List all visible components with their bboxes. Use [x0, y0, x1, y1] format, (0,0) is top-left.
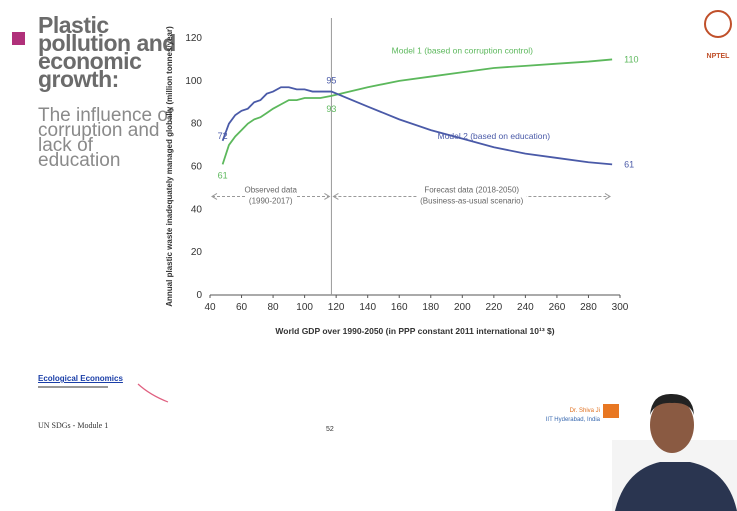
y-axis-label: Annual plastic waste inadequately manage… — [165, 26, 174, 307]
x-tick-label: 240 — [517, 302, 534, 313]
region-label: Forecast data (2018-2050) — [424, 185, 519, 194]
x-tick-label: 100 — [296, 302, 313, 313]
data-label: 61 — [624, 159, 634, 169]
slide: {"slide": {"title": "Plastic pollution a… — [0, 0, 737, 511]
y-tick-label: 20 — [191, 247, 203, 258]
y-tick-label: 100 — [185, 76, 202, 87]
y-tick-label: 80 — [191, 119, 203, 130]
x-tick-label: 260 — [549, 302, 566, 313]
series-label: Model 1 (based on corruption control) — [392, 45, 533, 55]
x-tick-label: 140 — [359, 302, 376, 313]
data-label: 72 — [218, 131, 228, 141]
x-tick-label: 220 — [486, 302, 503, 313]
x-tick-label: 80 — [268, 302, 280, 313]
series-line — [223, 59, 612, 164]
x-tick-label: 60 — [236, 302, 248, 313]
data-label: 93 — [326, 104, 336, 114]
x-tick-label: 200 — [454, 302, 471, 313]
x-axis-label: World GDP over 1990-2050 (in PPP constan… — [275, 326, 554, 336]
region-label: (1990-2017) — [249, 196, 293, 205]
nptel-logo — [705, 11, 731, 37]
y-tick-label: 0 — [196, 290, 202, 301]
x-tick-label: 120 — [328, 302, 345, 313]
y-tick-label: 40 — [191, 204, 203, 215]
x-tick-label: 40 — [204, 302, 216, 313]
data-label: 95 — [326, 76, 336, 86]
presenter-video — [612, 394, 737, 511]
y-tick-label: 60 — [191, 162, 203, 173]
series-line — [223, 87, 612, 164]
data-label: 110 — [624, 54, 638, 64]
chart: NPTEL 0 20 40 60 80 100 120 40 60 80 100 120 140 160 1… — [0, 0, 737, 511]
pointer-arrow — [138, 384, 168, 402]
x-tick-label: 160 — [391, 302, 408, 313]
x-tick-label: 300 — [612, 302, 629, 313]
y-tick-label: 120 — [185, 33, 202, 44]
region-label: (Business-as-usual scenario) — [420, 196, 523, 205]
series-label: Model 2 (based on education) — [438, 131, 551, 141]
data-label: 61 — [218, 170, 228, 180]
logo-text: NPTEL — [707, 53, 731, 60]
x-tick-label: 180 — [422, 302, 439, 313]
x-tick-label: 280 — [580, 302, 597, 313]
region-label: Observed data — [244, 185, 297, 194]
